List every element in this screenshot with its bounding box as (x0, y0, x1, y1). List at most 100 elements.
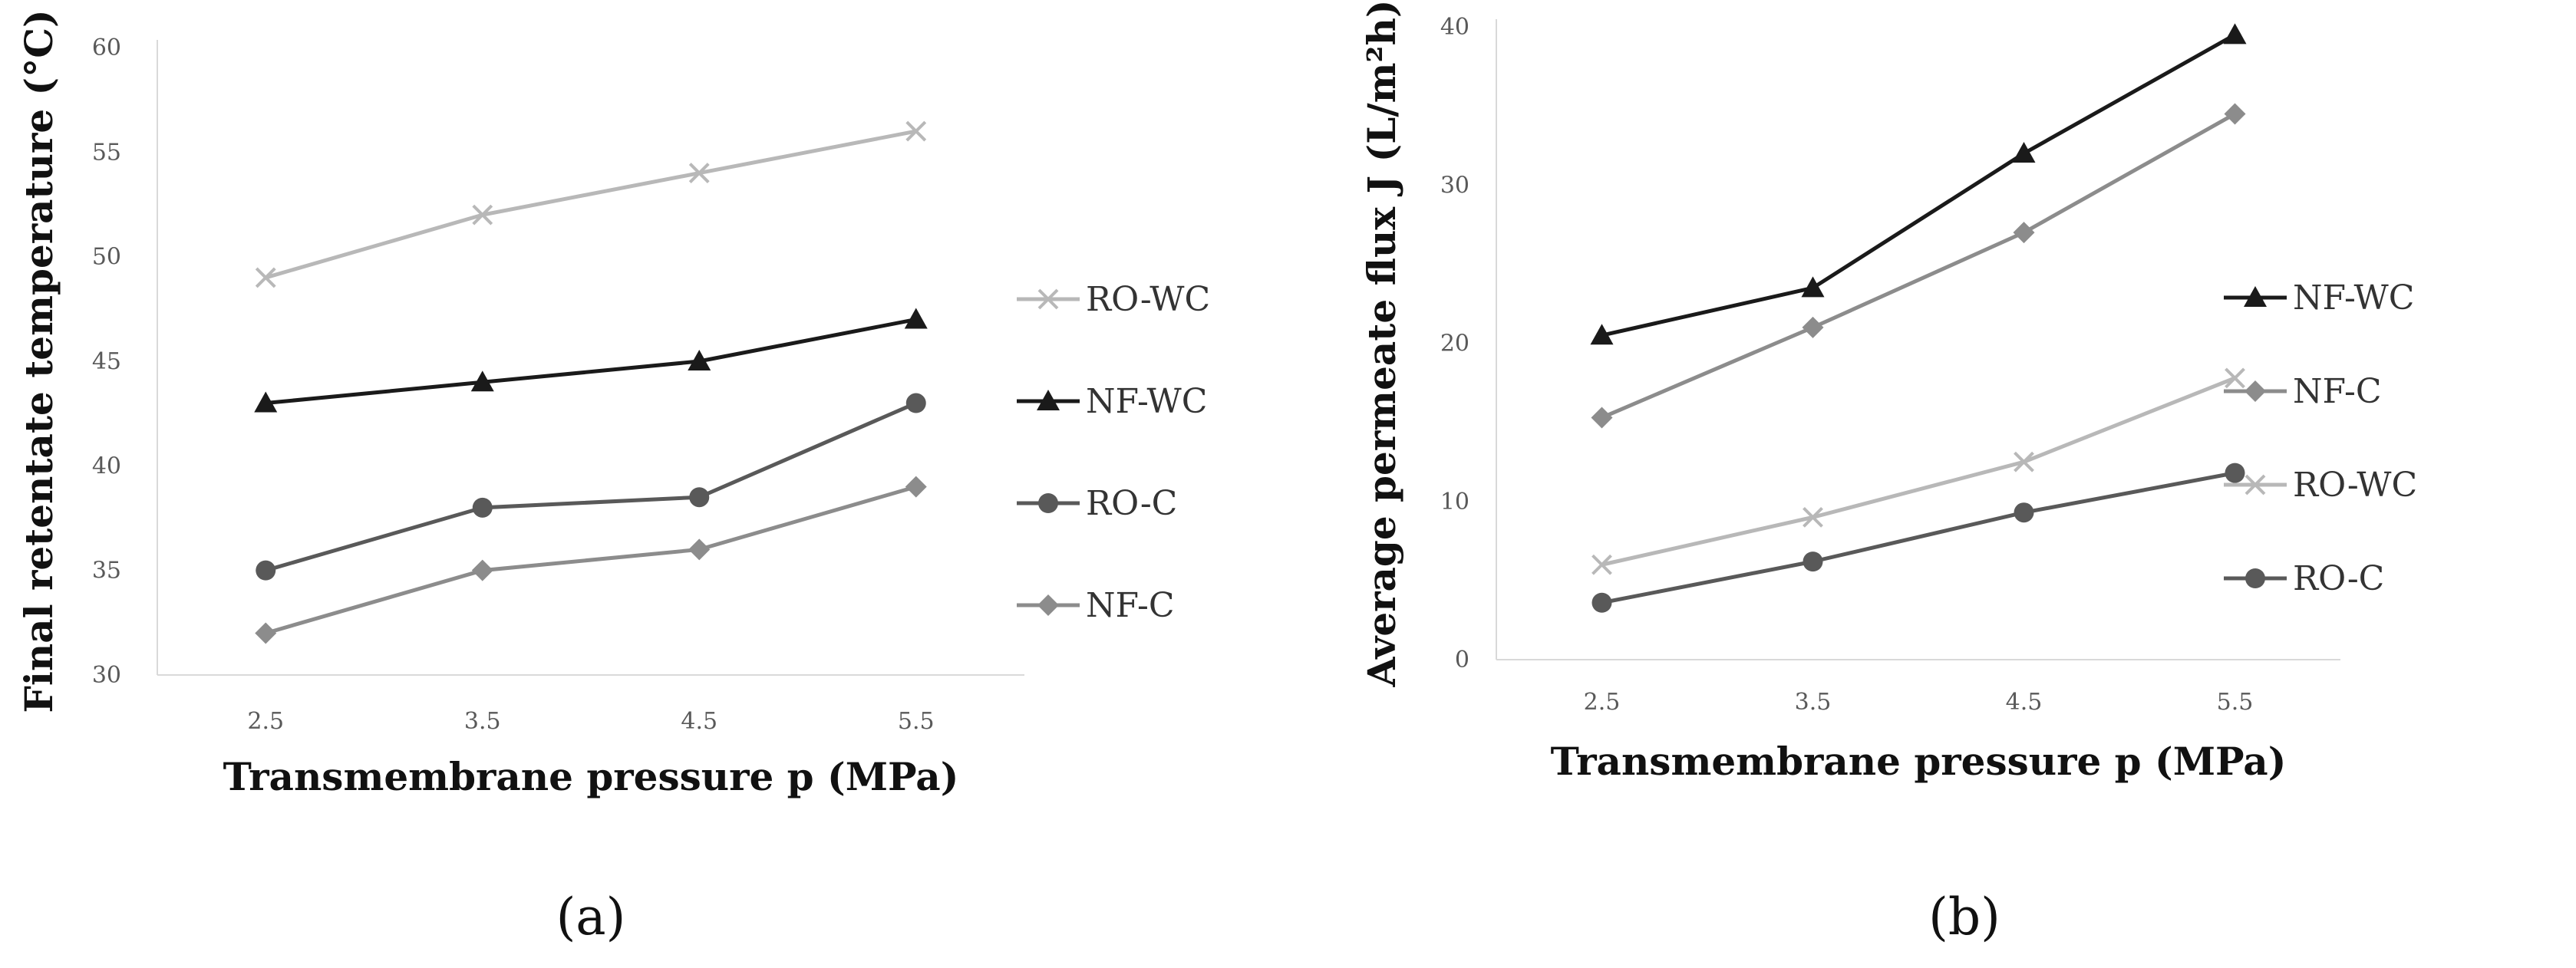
marker-circle (256, 560, 276, 581)
data-point (2224, 103, 2246, 125)
marker-triangle (1590, 324, 1614, 345)
marker-x-stroke (1591, 554, 1612, 575)
marker-circle (905, 393, 926, 413)
data-point (2014, 451, 2034, 472)
series-line (1601, 112, 2236, 420)
y-tick-label: 0 (1455, 647, 1469, 673)
x-tick-label: 5.5 (2217, 689, 2254, 716)
series-RO-C (256, 393, 926, 581)
data-point (688, 163, 710, 184)
marker-triangle (688, 350, 711, 370)
y-tick-label: 40 (1440, 14, 1469, 41)
y-tick-label: 40 (92, 453, 121, 479)
x-tick-label: 4.5 (2006, 689, 2043, 716)
y-tick-label: 55 (92, 139, 121, 166)
data-point (904, 308, 928, 329)
legend-label: NF-WC (2293, 278, 2414, 318)
data-point (905, 476, 927, 498)
legend-label: RO-WC (1086, 280, 1210, 319)
legend-marker (1038, 493, 1058, 513)
marker-circle (2245, 568, 2265, 588)
x-tick-label: 4.5 (681, 708, 717, 735)
marker-triangle (2223, 23, 2247, 44)
series-line (265, 129, 917, 280)
data-point (2013, 222, 2035, 244)
series-NF-C (1591, 103, 2246, 429)
marker-x-stroke (905, 120, 927, 142)
x-tick-label: 3.5 (464, 708, 501, 735)
panel-label: (b) (1928, 887, 2000, 947)
legend-marker (1037, 390, 1060, 410)
series-line (1601, 33, 2236, 337)
marker-x-stroke (1037, 288, 1059, 310)
marker-diamond (255, 622, 277, 644)
marker-diamond (688, 538, 711, 561)
legend-label: NF-WC (1086, 382, 1207, 421)
marker-x-stroke (255, 267, 276, 288)
panel-label: (a) (556, 887, 626, 947)
marker-diamond (1802, 316, 1824, 338)
marker-x-stroke (1803, 506, 1823, 528)
y-tick-label: 45 (92, 348, 121, 375)
y-tick-label: 35 (92, 558, 121, 584)
legend-item: NF-C (2224, 372, 2382, 411)
marker-diamond (905, 476, 927, 498)
data-point (256, 560, 276, 581)
data-point (688, 538, 711, 561)
data-point (2223, 23, 2247, 44)
marker-circle (689, 487, 710, 508)
series-line (265, 401, 917, 573)
legend-marker (1037, 288, 1059, 310)
legend-item: RO-C (2224, 559, 2384, 598)
data-point (255, 622, 277, 644)
data-point (688, 350, 711, 370)
data-point (472, 204, 493, 226)
data-point (905, 120, 927, 142)
marker-x-stroke (688, 163, 710, 184)
marker-triangle (2012, 142, 2036, 163)
marker-triangle (1801, 276, 1825, 298)
legend-label: RO-C (1086, 484, 1177, 523)
data-point (1802, 316, 1824, 338)
legend-item: RO-C (1017, 484, 1177, 523)
series-line (265, 485, 917, 635)
legend-item: NF-WC (2224, 278, 2414, 318)
marker-x-stroke (472, 204, 493, 226)
data-point (1591, 554, 1612, 575)
marker-x-stroke (2225, 367, 2245, 389)
legend-item: RO-WC (1017, 280, 1210, 319)
series-RO-WC (255, 120, 927, 288)
series-line (266, 318, 917, 406)
y-axis-title: Final retentate temperature (°C) (16, 9, 61, 713)
chart-panel-b: 0 10 20 30 40 2.5 3.5 4.5 5.5 Transmembrane press… (1359, 0, 2417, 947)
data-point (470, 370, 494, 392)
legend-label: NF-C (1086, 586, 1175, 625)
data-point (2014, 502, 2034, 523)
marker-circle (1803, 551, 1823, 572)
series-RO-WC (1591, 367, 2245, 575)
data-point (1591, 592, 1612, 613)
legend-item: NF-WC (1017, 382, 1207, 421)
marker-triangle (254, 391, 278, 413)
marker-triangle (2244, 286, 2267, 307)
data-point (1801, 276, 1825, 298)
data-point (1803, 506, 1823, 528)
legend: NF-WC NF-C RO-WC RO-C (2224, 278, 2417, 598)
marker-circle (1038, 493, 1058, 513)
x-tick-label: 5.5 (898, 708, 935, 735)
marker-diamond (2245, 380, 2266, 402)
series-line (1601, 471, 2235, 605)
series-NF-C (255, 476, 927, 644)
data-point (255, 267, 276, 288)
series-NF-WC (1590, 23, 2247, 345)
marker-circle (472, 497, 493, 518)
marker-x-stroke (2014, 451, 2034, 472)
legend-label: RO-C (2293, 559, 2384, 598)
data-point (1803, 551, 1823, 572)
legend-marker (2245, 380, 2266, 402)
x-tick-label: 2.5 (247, 708, 284, 735)
legend-marker (1037, 594, 1059, 616)
y-axis-title: Average permeate flux J (L/m²h) (1359, 0, 1404, 687)
legend-item: RO-WC (2224, 466, 2417, 505)
